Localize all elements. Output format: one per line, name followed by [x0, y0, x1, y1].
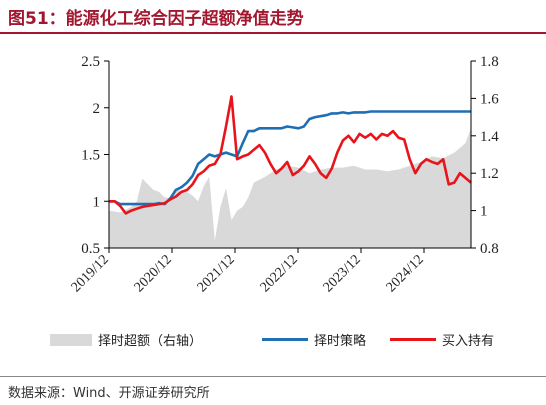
x-tick-label: 2019/12: [69, 252, 112, 295]
chart-canvas: 0.5 1 1.5 2 2.5 0.8 1 1.2 1.4 1.6 1.8 2019/12 2020…: [69, 54, 499, 295]
legend-label-hold: 买入持有: [442, 334, 495, 349]
legend-item-excess: 择时超额（右轴）: [50, 330, 202, 349]
right-tick-label: 1.6: [480, 91, 499, 107]
x-tick-label: 2024/12: [384, 252, 427, 295]
x-tick-label: 2020/12: [132, 252, 175, 295]
series-excess-area: [109, 128, 471, 248]
left-tick-label: 0.5: [81, 241, 100, 257]
series-hold-line: [109, 95, 472, 215]
legend-swatch-hold: [390, 338, 436, 341]
right-tick-label: 1.4: [480, 129, 499, 145]
legend-swatch-timing: [262, 338, 308, 341]
legend-label-timing: 择时策略: [314, 334, 367, 349]
legend-item-hold: 买入持有: [390, 330, 494, 349]
x-tick-label: 2021/12: [195, 252, 238, 295]
left-tick-labels: 0.5 1 1.5 2 2.5: [81, 54, 109, 257]
right-tick-label: 0.8: [480, 241, 499, 257]
source-note: 数据来源：Wind、开源证券研究所: [8, 386, 210, 401]
excess-area-layer: [109, 128, 471, 248]
right-tick-label: 1: [480, 204, 488, 220]
right-tick-label: 1.2: [480, 166, 499, 182]
right-tick-labels: 0.8 1 1.2 1.4 1.6 1.8: [471, 54, 499, 257]
chart-title: 图51：能源化工综合因子超额净值走势: [8, 9, 304, 29]
right-tick-label: 1.8: [480, 54, 499, 70]
legend-item-timing: 择时策略: [262, 330, 366, 349]
title-divider: [0, 32, 546, 34]
x-tick-label: 2022/12: [258, 252, 301, 295]
left-tick-label: 2.5: [81, 54, 100, 70]
legend-label-excess: 择时超额（右轴）: [98, 334, 203, 349]
footer-divider: [0, 376, 546, 377]
left-tick-label: 1.5: [81, 148, 100, 164]
lines-layer: [109, 95, 472, 215]
left-tick-label: 1: [93, 194, 101, 210]
x-tick-labels: 2019/12 2020/12 2021/12 2022/12 2023/12 2024/…: [69, 248, 427, 295]
x-tick-label: 2023/12: [321, 252, 364, 295]
left-tick-label: 2: [93, 101, 101, 117]
legend-swatch-excess: [50, 333, 92, 346]
